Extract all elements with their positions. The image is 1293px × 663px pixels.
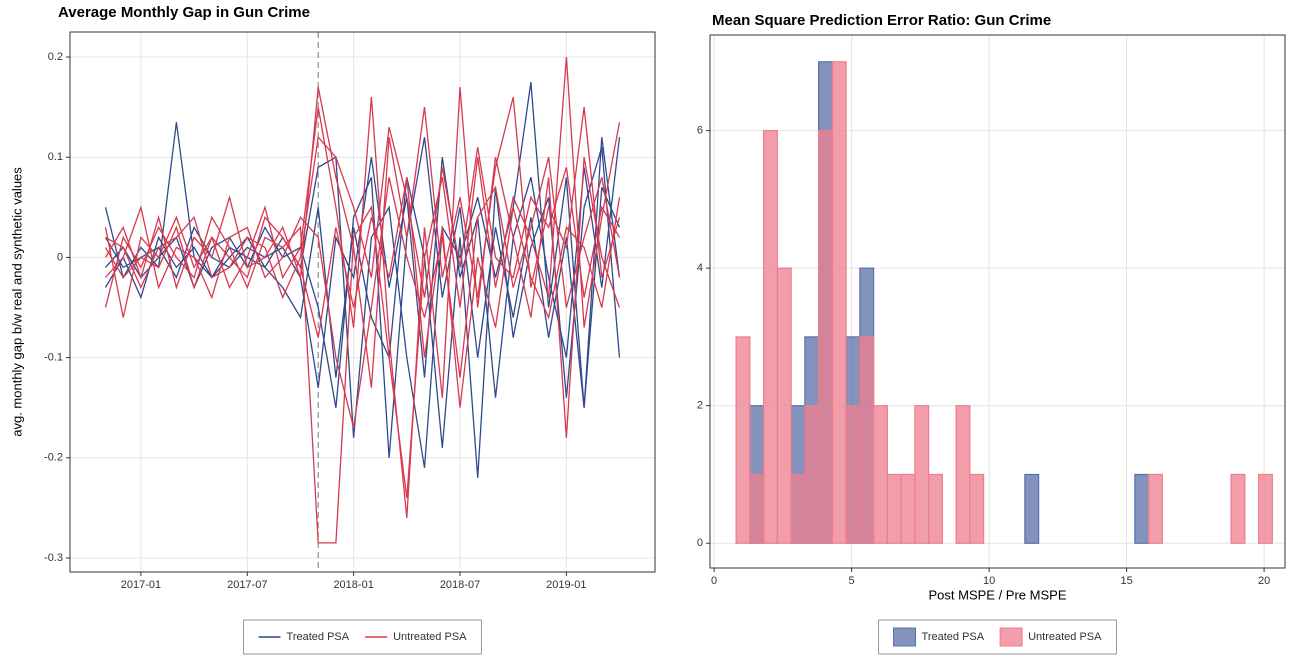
histogram-bar (955, 405, 971, 544)
y-tick-label: -0.3 (44, 552, 63, 564)
x-tick-label: 10 (983, 575, 995, 587)
series-line (104, 177, 621, 408)
x-tick-label: 5 (849, 575, 855, 587)
x-tick-label: 2019-01 (546, 579, 586, 591)
histogram-bar (804, 405, 820, 544)
legend-swatch (999, 627, 1023, 647)
histogram-bar (969, 473, 985, 544)
series-line (104, 87, 621, 518)
histogram-bar (831, 61, 847, 544)
legend-label: Untreated PSA (393, 631, 467, 643)
y-tick-label: 0.1 (48, 151, 63, 163)
y-tick-label: 6 (697, 125, 703, 137)
histogram-bar (1024, 473, 1040, 544)
histogram-bar (1230, 473, 1246, 544)
y-tick-label: 0 (57, 251, 63, 263)
x-tick-label: 20 (1258, 575, 1270, 587)
series-line (104, 86, 621, 388)
histogram-bar (845, 405, 861, 544)
legend-label: Treated PSA (922, 631, 985, 643)
histogram-bar (735, 336, 751, 544)
series-line (105, 127, 621, 300)
legend: Treated PSA Untreated PSA (878, 619, 1117, 655)
x-tick-label: 15 (1120, 575, 1132, 587)
histogram-bar (886, 473, 902, 544)
histogram-bar (818, 129, 833, 544)
x-axis-title: Post MSPE / Pre MSPE (929, 587, 1067, 602)
histogram-bar (914, 405, 930, 544)
series-line (104, 56, 621, 544)
chart-title: Mean Square Prediction Error Ratio: Gun … (712, 12, 1051, 29)
legend: Treated PSA Untreated PSA (243, 619, 482, 655)
legend-swatch (893, 627, 917, 647)
legend-box (878, 619, 1117, 655)
y-tick-label: -0.1 (44, 352, 63, 364)
histogram-bar (1258, 473, 1273, 544)
x-tick-label: 2017-01 (121, 579, 161, 591)
y-tick-label: 4 (697, 262, 703, 274)
histogram-bar (776, 267, 792, 544)
plot-border (709, 34, 1286, 569)
histogram-bar (749, 473, 765, 544)
x-tick-label: 2017-07 (227, 579, 267, 591)
histogram-bar (859, 336, 875, 544)
histogram-bar (790, 473, 806, 544)
histogram-bar (763, 129, 778, 544)
x-tick-label: 2018-01 (333, 579, 373, 591)
plot-border (69, 31, 656, 573)
x-tick-label: 0 (711, 575, 717, 587)
y-axis-title: avg. monthly gap b/w real and synthetic … (9, 167, 24, 437)
legend-label: Untreated PSA (1028, 631, 1102, 643)
histogram-bar (928, 473, 943, 544)
legend-box (243, 619, 482, 655)
y-tick-label: -0.2 (44, 452, 63, 464)
series-line (105, 157, 621, 428)
histogram-bar (873, 405, 888, 544)
y-tick-label: 2 (697, 400, 703, 412)
x-tick-label: 2018-07 (440, 579, 480, 591)
histogram-bar (1134, 473, 1150, 544)
y-tick-label: 0 (697, 537, 703, 549)
legend-label: Treated PSA (287, 631, 350, 643)
histogram-bar (900, 473, 916, 544)
histogram-bar (1148, 473, 1163, 544)
chart-title: Average Monthly Gap in Gun Crime (58, 4, 310, 21)
y-tick-label: 0.2 (48, 51, 63, 63)
